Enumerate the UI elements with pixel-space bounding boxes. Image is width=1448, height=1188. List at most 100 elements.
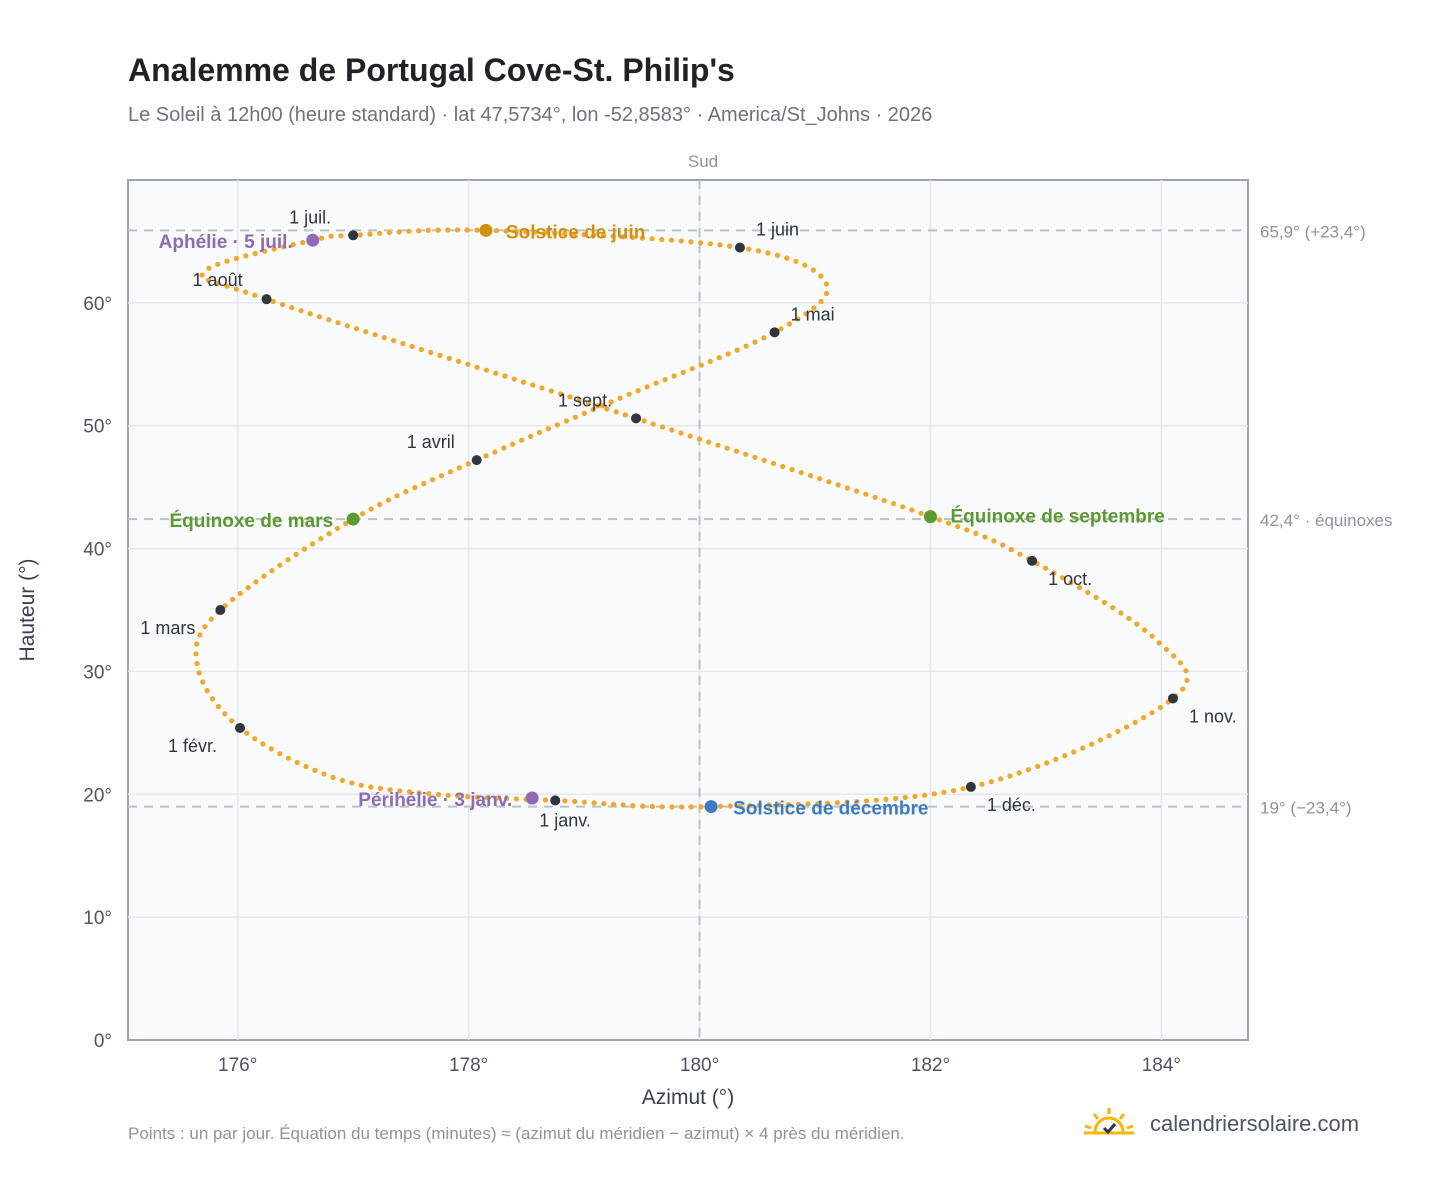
day-point — [955, 523, 961, 530]
day-point — [765, 250, 771, 256]
day-point — [727, 243, 733, 249]
day-point — [698, 804, 704, 810]
month-marker-label: 1 oct. — [1048, 569, 1092, 589]
day-point — [215, 703, 221, 710]
month-marker-dot — [1027, 555, 1038, 566]
brand[interactable]: calendriersolaire.com — [1082, 1104, 1359, 1144]
day-point — [193, 651, 199, 657]
chart-subtitle: Le Soleil à 12h00 (heure standard) · lat… — [128, 104, 933, 126]
month-marker-label: 1 sept. — [558, 390, 612, 410]
day-point — [465, 794, 471, 800]
day-point — [717, 242, 723, 248]
day-point — [465, 361, 471, 367]
day-point — [400, 341, 406, 347]
day-point — [689, 366, 695, 372]
day-point — [503, 228, 509, 234]
day-point — [1180, 686, 1186, 692]
day-point — [1097, 737, 1103, 743]
day-point — [493, 228, 500, 234]
day-point — [260, 741, 266, 747]
day-point — [998, 776, 1004, 782]
day-point — [307, 311, 313, 317]
day-point — [446, 355, 452, 361]
day-point — [554, 422, 561, 428]
day-point — [964, 527, 970, 533]
axis-ticks: 176° 178° 180° 182° 184° 0° 10° 20° 30° 40° 50° 60° — [83, 294, 1181, 1076]
day-point — [784, 255, 790, 261]
day-point — [523, 229, 529, 235]
day-point — [936, 517, 943, 523]
day-point — [312, 767, 318, 774]
day-point — [562, 231, 568, 237]
day-point — [493, 370, 499, 376]
day-point — [200, 679, 206, 685]
day-point — [381, 335, 387, 341]
day-point — [1008, 546, 1014, 553]
day-point — [268, 746, 274, 752]
day-point — [599, 403, 605, 409]
day-point — [567, 394, 573, 400]
day-point — [426, 791, 432, 797]
day-point — [823, 290, 830, 297]
day-point — [803, 311, 809, 317]
month-marker-label: 1 févr. — [168, 736, 217, 756]
day-point — [991, 538, 997, 544]
day-point — [363, 329, 369, 335]
day-point — [548, 388, 554, 394]
day-point — [334, 525, 340, 532]
event-marker-dot — [306, 233, 320, 247]
day-point — [357, 232, 363, 238]
day-point — [960, 786, 966, 792]
day-point — [202, 624, 208, 630]
day-point — [1149, 710, 1155, 716]
day-point — [1156, 640, 1162, 646]
day-point — [585, 400, 592, 406]
month-marker-dot — [550, 795, 561, 806]
day-point — [455, 793, 461, 799]
day-point — [1044, 760, 1050, 766]
day-point — [243, 289, 249, 295]
day-point — [1115, 728, 1121, 735]
day-point — [545, 426, 552, 432]
day-point — [464, 227, 470, 233]
day-point — [281, 244, 287, 250]
day-point — [326, 317, 332, 323]
day-point — [301, 546, 307, 552]
month-marker-dot — [1167, 693, 1178, 704]
day-point — [252, 736, 258, 742]
day-point — [326, 531, 332, 537]
day-point — [668, 237, 675, 243]
month-marker-label: 1 nov. — [1189, 706, 1237, 726]
day-point — [377, 501, 383, 508]
day-point — [430, 477, 436, 483]
day-point — [601, 801, 607, 807]
day-point — [581, 232, 587, 238]
day-point — [698, 240, 704, 246]
day-point — [243, 253, 249, 259]
day-point — [1141, 715, 1147, 721]
day-point — [890, 501, 897, 507]
day-point — [834, 800, 840, 806]
day-point — [639, 235, 645, 241]
month-marker-dot — [965, 781, 976, 792]
day-point — [1149, 633, 1155, 639]
day-point — [418, 346, 424, 353]
day-point — [298, 308, 304, 314]
reference-lines: 65,9° (+23,4°) 42,4° · équinoxes 19° (−23,… — [128, 222, 1393, 818]
day-point — [1171, 653, 1177, 659]
month-marker-label: 1 avril — [407, 432, 455, 452]
plot-area — [127, 179, 1249, 1041]
day-point — [412, 485, 418, 491]
reference-line-label: 65,9° (+23,4°) — [1260, 222, 1366, 241]
day-point — [811, 305, 817, 311]
month-markers: 1 janv. 1 févr. 1 mars 1 avril 1 mai 1 juin 1 … — [140, 207, 1236, 830]
day-point — [215, 280, 221, 286]
day-point — [734, 347, 740, 353]
day-point — [1062, 753, 1068, 759]
day-point — [1016, 770, 1022, 776]
day-point — [1085, 589, 1091, 596]
day-point — [733, 448, 740, 454]
x-tick-label: 176° — [218, 1055, 257, 1076]
event-markers: Solstice de juin Solstice de décembre Équi… — [159, 222, 1165, 819]
